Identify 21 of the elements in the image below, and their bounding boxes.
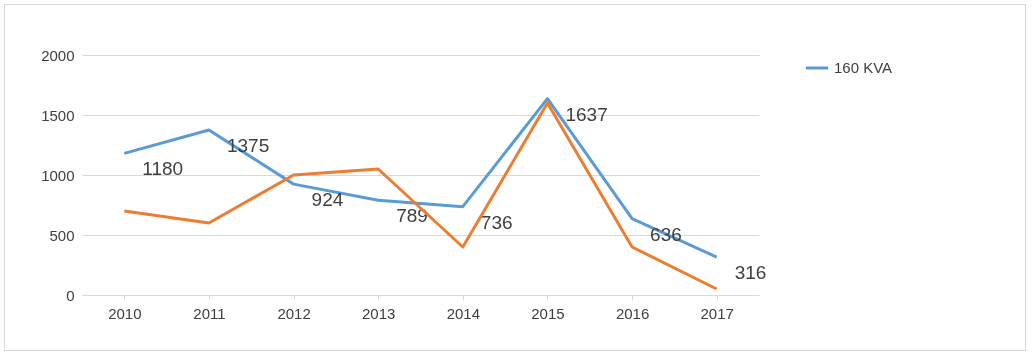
x-tick-label: 2014 <box>446 304 480 322</box>
legend-label: 160 KVA <box>834 59 893 76</box>
data-label: 1637 <box>565 103 608 125</box>
x-tick-label: 2010 <box>108 304 142 322</box>
data-label: 924 <box>311 189 344 211</box>
y-tick-label: 1000 <box>41 166 75 184</box>
y-tick-label: 0 <box>66 286 75 304</box>
line-series <box>122 97 719 259</box>
y-tick-label: 1500 <box>41 106 75 124</box>
x-tick-label: 2015 <box>531 304 565 322</box>
x-tick-label: 2017 <box>700 304 734 322</box>
x-tick-label: 2011 <box>193 304 226 322</box>
x-tick-label: 2013 <box>362 304 396 322</box>
y-tick-label: 500 <box>49 226 75 244</box>
x-tick-label: 2012 <box>277 304 311 322</box>
y-tick-label: 2000 <box>41 46 75 64</box>
line-series <box>122 101 719 291</box>
data-label: 1180 <box>142 158 184 180</box>
data-label: 316 <box>734 262 767 284</box>
x-tick-label: 2016 <box>615 304 650 322</box>
data-label: 736 <box>480 211 513 233</box>
